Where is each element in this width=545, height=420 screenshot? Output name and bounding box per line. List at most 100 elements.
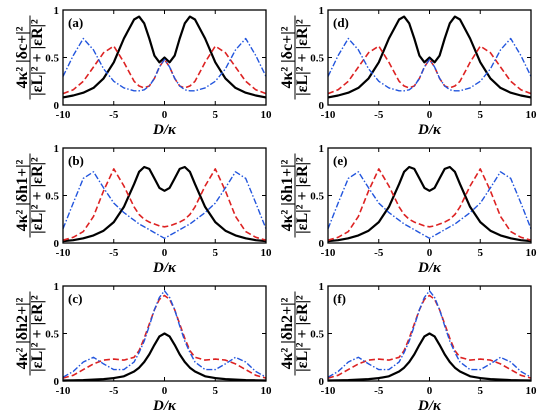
series-line xyxy=(327,171,532,240)
y-label-numerator: 4κ² |δh2+|² xyxy=(279,297,296,369)
y-label-numerator: 4κ² |δh1+|² xyxy=(14,159,31,231)
y-tick-label: 1 xyxy=(319,281,325,293)
panel: -10 -5 0 5 10 0 0.5 1 (b) D/κ 4κ² |δh1+|²|εL|² + |… xyxy=(14,143,272,276)
series-line xyxy=(62,332,267,382)
x-tick-label: -5 xyxy=(109,109,119,121)
x-tick-label: 5 xyxy=(213,385,219,397)
x-tick-label: -10 xyxy=(321,247,336,259)
x-tick-label: 10 xyxy=(526,109,538,121)
y-tick-label: 0.5 xyxy=(45,53,59,65)
panel: -10 -5 0 5 10 0 0.5 1 (a) D/κ 4κ² |δc+|²|εL|² + |ε… xyxy=(14,5,272,138)
series-line xyxy=(62,37,267,92)
x-tick-label: -10 xyxy=(56,385,71,397)
series-line xyxy=(327,37,532,92)
x-axis-label: D/κ xyxy=(152,260,177,276)
y-axis-label: 4κ² |δc+|²|εL|² + |εR|² xyxy=(14,15,46,100)
y-tick-label: 1 xyxy=(54,143,60,155)
series-line xyxy=(327,165,532,243)
y-tick-label: 1 xyxy=(54,281,60,293)
y-axis-label: 4κ² |δh2+|²|εL|² + |εR|² xyxy=(279,291,311,376)
y-label-numerator: 4κ² |δh2+|² xyxy=(14,297,31,369)
panel-label: (c) xyxy=(68,291,82,306)
y-tick-label: 1 xyxy=(54,5,60,17)
series-line xyxy=(62,168,267,241)
x-axis-label: D/κ xyxy=(152,122,177,138)
series-line xyxy=(62,45,267,95)
series-line xyxy=(327,290,532,378)
x-axis-label: D/κ xyxy=(417,260,442,276)
y-tick-label: 0 xyxy=(54,238,60,250)
y-tick-label: 0.5 xyxy=(310,53,324,65)
x-tick-label: -10 xyxy=(56,109,71,121)
panel: -10 -5 0 5 10 0 0.5 1 (e) D/κ 4κ² |δh1+|²|εL|² + |… xyxy=(279,143,537,276)
y-tick-label: 0.5 xyxy=(45,329,59,341)
series-line xyxy=(62,15,267,99)
series-line xyxy=(327,168,532,241)
x-tick-label: -5 xyxy=(109,385,119,397)
panel-label: (b) xyxy=(68,153,84,168)
x-tick-label: -10 xyxy=(321,109,336,121)
x-tick-label: 5 xyxy=(213,109,219,121)
x-tick-label: 5 xyxy=(478,385,484,397)
x-axis-label: D/κ xyxy=(417,122,442,138)
series-line xyxy=(62,294,267,379)
y-tick-label: 0 xyxy=(54,100,60,112)
series-line xyxy=(327,15,532,99)
y-label-denominator: |εL|² + |εR|² xyxy=(294,157,311,234)
series-line xyxy=(62,165,267,243)
y-axis-label: 4κ² |δc+|²|εL|² + |εR|² xyxy=(279,15,311,100)
y-tick-label: 1 xyxy=(319,143,325,155)
y-tick-label: 1 xyxy=(319,5,325,17)
y-tick-label: 0.5 xyxy=(45,191,59,203)
y-label-numerator: 4κ² |δc+|² xyxy=(14,26,31,88)
plot-frame xyxy=(327,147,532,244)
panel: -10 -5 0 5 10 0 0.5 1 (c) D/κ 4κ² |δh2+|²|εL|² + |… xyxy=(14,281,272,414)
panel-label: (e) xyxy=(333,153,347,168)
y-axis-label: 4κ² |δh1+|²|εL|² + |εR|² xyxy=(279,153,311,238)
x-tick-label: -10 xyxy=(56,247,71,259)
x-axis-label: D/κ xyxy=(417,398,442,414)
series-line xyxy=(62,290,267,378)
series-line xyxy=(327,45,532,95)
y-tick-label: 0.5 xyxy=(310,191,324,203)
x-tick-label: 10 xyxy=(261,109,273,121)
x-tick-label: 10 xyxy=(526,247,538,259)
panel-label: (a) xyxy=(68,15,83,30)
y-tick-label: 0 xyxy=(319,376,325,388)
y-label-numerator: 4κ² |δc+|² xyxy=(279,26,296,88)
y-axis-label: 4κ² |δh1+|²|εL|² + |εR|² xyxy=(14,153,46,238)
y-label-denominator: |εL|² + |εR|² xyxy=(294,295,311,372)
x-tick-label: 5 xyxy=(478,109,484,121)
y-tick-label: 0 xyxy=(319,238,325,250)
x-tick-label: 0 xyxy=(162,247,168,259)
x-tick-label: 0 xyxy=(427,385,433,397)
y-label-denominator: |εL|² + |εR|² xyxy=(294,19,311,96)
series-line xyxy=(62,171,267,240)
x-tick-label: 0 xyxy=(162,385,168,397)
y-label-denominator: |εL|² + |εR|² xyxy=(29,157,46,234)
series-line xyxy=(327,294,532,379)
x-axis-label: D/κ xyxy=(152,398,177,414)
x-tick-label: -5 xyxy=(374,385,384,397)
y-axis-label: 4κ² |δh2+|²|εL|² + |εR|² xyxy=(14,291,46,376)
plot-frame xyxy=(62,147,267,244)
x-tick-label: -5 xyxy=(109,247,119,259)
panel: -10 -5 0 5 10 0 0.5 1 (f) D/κ 4κ² |δh2+|²|εL|² + |… xyxy=(279,281,537,414)
x-tick-label: 5 xyxy=(478,247,484,259)
y-label-denominator: |εL|² + |εR|² xyxy=(29,19,46,96)
panel-label: (f) xyxy=(333,291,346,306)
x-tick-label: 10 xyxy=(526,385,538,397)
x-tick-label: -5 xyxy=(374,247,384,259)
panel-label: (d) xyxy=(333,15,349,30)
x-tick-label: 0 xyxy=(427,247,433,259)
y-tick-label: 0 xyxy=(319,100,325,112)
panel: -10 -5 0 5 10 0 0.5 1 (d) D/κ 4κ² |δc+|²|εL|² + |ε… xyxy=(279,5,537,138)
y-label-denominator: |εL|² + |εR|² xyxy=(29,295,46,372)
series-line xyxy=(327,332,532,382)
x-tick-label: 10 xyxy=(261,247,273,259)
x-tick-label: 5 xyxy=(213,247,219,259)
y-label-numerator: 4κ² |δh1+|² xyxy=(279,159,296,231)
x-tick-label: 10 xyxy=(261,385,273,397)
y-tick-label: 0.5 xyxy=(310,329,324,341)
